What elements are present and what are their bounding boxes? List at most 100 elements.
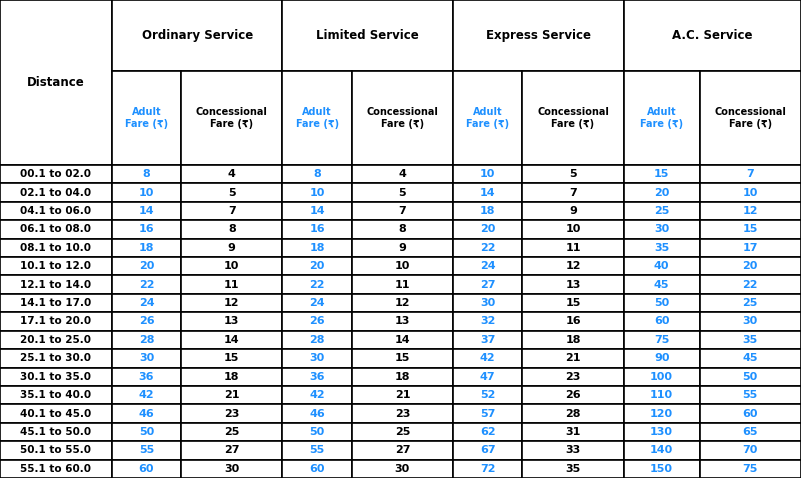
Bar bbox=[283, 441, 352, 459]
Text: 12.1 to 14.0: 12.1 to 14.0 bbox=[20, 280, 91, 290]
Bar bbox=[522, 275, 624, 294]
Text: Concessional
Fare (₹): Concessional Fare (₹) bbox=[537, 107, 609, 129]
Text: 26: 26 bbox=[309, 316, 325, 326]
Text: 15: 15 bbox=[224, 353, 239, 363]
Bar bbox=[112, 257, 181, 275]
Bar bbox=[112, 239, 181, 257]
Text: 46: 46 bbox=[309, 409, 325, 419]
Bar bbox=[453, 165, 522, 184]
Bar bbox=[283, 202, 352, 220]
Text: 30: 30 bbox=[743, 316, 758, 326]
Bar bbox=[352, 202, 453, 220]
Text: 60: 60 bbox=[654, 316, 670, 326]
Bar bbox=[181, 423, 283, 441]
Text: 30.1 to 35.0: 30.1 to 35.0 bbox=[21, 372, 91, 382]
Bar bbox=[699, 275, 801, 294]
Bar bbox=[522, 165, 624, 184]
Text: 32: 32 bbox=[480, 316, 495, 326]
Bar bbox=[453, 368, 522, 386]
Bar bbox=[112, 202, 181, 220]
Text: 25: 25 bbox=[743, 298, 758, 308]
Bar bbox=[624, 441, 699, 459]
Bar bbox=[352, 239, 453, 257]
Bar bbox=[0, 0, 112, 165]
Text: Distance: Distance bbox=[27, 76, 85, 89]
Bar bbox=[352, 441, 453, 459]
Bar bbox=[699, 404, 801, 423]
Bar bbox=[283, 0, 453, 71]
Text: 37: 37 bbox=[480, 335, 495, 345]
Bar bbox=[522, 404, 624, 423]
Bar bbox=[624, 184, 699, 202]
Bar bbox=[624, 0, 801, 71]
Bar bbox=[181, 441, 283, 459]
Bar bbox=[181, 386, 283, 404]
Text: 21: 21 bbox=[224, 390, 239, 400]
Bar bbox=[181, 459, 283, 478]
Text: 45: 45 bbox=[654, 280, 670, 290]
Bar bbox=[624, 220, 699, 239]
Text: 16: 16 bbox=[139, 225, 155, 234]
Text: 25: 25 bbox=[395, 427, 410, 437]
Text: 23: 23 bbox=[224, 409, 239, 419]
Bar bbox=[283, 165, 352, 184]
Bar bbox=[283, 239, 352, 257]
Text: 13: 13 bbox=[395, 316, 410, 326]
Text: 30: 30 bbox=[654, 225, 670, 234]
Text: 75: 75 bbox=[654, 335, 670, 345]
Text: 18: 18 bbox=[309, 243, 325, 253]
Bar bbox=[624, 404, 699, 423]
Text: 26: 26 bbox=[566, 390, 581, 400]
Bar bbox=[181, 312, 283, 331]
Bar bbox=[352, 331, 453, 349]
Bar bbox=[624, 71, 699, 165]
Bar bbox=[352, 165, 453, 184]
Bar bbox=[0, 184, 112, 202]
Bar bbox=[283, 386, 352, 404]
Text: 4: 4 bbox=[398, 169, 406, 179]
Bar bbox=[699, 294, 801, 312]
Bar bbox=[522, 349, 624, 368]
Bar bbox=[522, 441, 624, 459]
Text: 18: 18 bbox=[566, 335, 581, 345]
Text: 08.1 to 10.0: 08.1 to 10.0 bbox=[21, 243, 91, 253]
Bar bbox=[352, 184, 453, 202]
Text: 55.1 to 60.0: 55.1 to 60.0 bbox=[21, 464, 91, 474]
Bar bbox=[283, 368, 352, 386]
Bar bbox=[699, 220, 801, 239]
Text: 15: 15 bbox=[654, 169, 670, 179]
Text: 30: 30 bbox=[395, 464, 410, 474]
Text: 30: 30 bbox=[224, 464, 239, 474]
Text: 45.1 to 50.0: 45.1 to 50.0 bbox=[20, 427, 91, 437]
Bar bbox=[0, 239, 112, 257]
Text: 50: 50 bbox=[139, 427, 154, 437]
Bar bbox=[453, 220, 522, 239]
Text: 12: 12 bbox=[743, 206, 758, 216]
Text: 60: 60 bbox=[139, 464, 155, 474]
Text: 27: 27 bbox=[395, 445, 410, 456]
Bar bbox=[699, 312, 801, 331]
Text: 27: 27 bbox=[480, 280, 496, 290]
Bar bbox=[699, 459, 801, 478]
Text: 15: 15 bbox=[743, 225, 758, 234]
Text: 47: 47 bbox=[480, 372, 496, 382]
Text: 8: 8 bbox=[313, 169, 321, 179]
Text: 14: 14 bbox=[309, 206, 325, 216]
Bar bbox=[0, 331, 112, 349]
Bar bbox=[453, 202, 522, 220]
Bar bbox=[283, 312, 352, 331]
Text: 18: 18 bbox=[395, 372, 410, 382]
Bar bbox=[0, 423, 112, 441]
Bar bbox=[112, 220, 181, 239]
Text: 21: 21 bbox=[395, 390, 410, 400]
Text: 50: 50 bbox=[654, 298, 670, 308]
Bar bbox=[112, 0, 283, 71]
Text: Ordinary Service: Ordinary Service bbox=[142, 29, 253, 42]
Text: 10: 10 bbox=[395, 261, 410, 271]
Bar bbox=[181, 239, 283, 257]
Text: A.C. Service: A.C. Service bbox=[672, 29, 753, 42]
Bar bbox=[699, 202, 801, 220]
Bar bbox=[352, 275, 453, 294]
Bar bbox=[181, 275, 283, 294]
Text: 28: 28 bbox=[309, 335, 325, 345]
